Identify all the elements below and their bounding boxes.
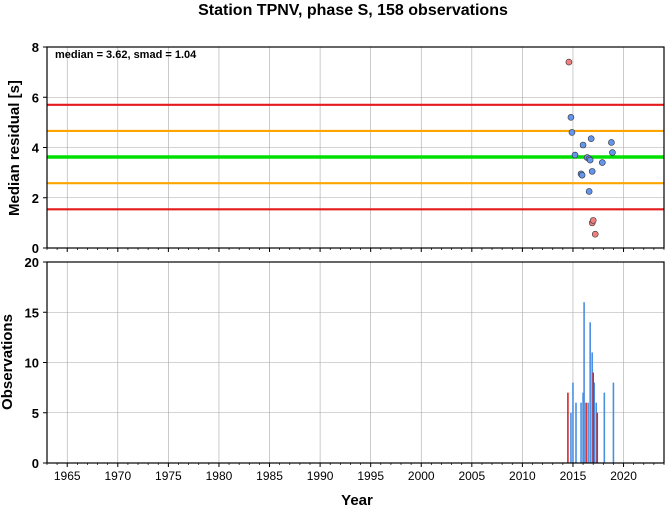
observation-bar-0-11 <box>603 392 606 463</box>
top-y-axis-label: Median residual [s] <box>6 80 23 216</box>
residual-point-0-10 <box>587 135 595 143</box>
observation-bar-1-2 <box>592 372 594 463</box>
top-y-tick-label-8: 8 <box>32 40 39 55</box>
x-tick-label-1990: 1990 <box>307 469 334 483</box>
observation-bar-1-0 <box>567 392 569 463</box>
observation-bar-0-1 <box>572 382 574 463</box>
observation-bar-0-10 <box>595 402 598 463</box>
bottom-y-axis-label: Observations <box>0 314 16 410</box>
residual-point-0-1 <box>568 129 576 136</box>
x-tick-label-2005: 2005 <box>458 469 485 483</box>
bottom-panel: 0 5 10 15 20 1965 1970 1975 1980 1985 1990 1995 200… <box>0 255 665 509</box>
observation-bar-0-8 <box>591 352 593 463</box>
residual-point-0-4 <box>578 171 586 179</box>
bottom-y-tick-label-10: 10 <box>25 356 39 371</box>
observation-bar-0-0 <box>570 412 572 463</box>
x-tick-label-2020: 2020 <box>610 469 637 483</box>
residual-point-0-8 <box>586 156 594 164</box>
observation-bar-1-3 <box>596 412 599 463</box>
bottom-y-tick-label-5: 5 <box>32 406 39 421</box>
observation-bar-0-3 <box>580 402 582 463</box>
x-tick-label-1975: 1975 <box>155 469 182 483</box>
observation-bar-0-4 <box>582 392 584 463</box>
observation-bar-0-7 <box>589 322 591 463</box>
observation-bar-0-9 <box>593 382 596 463</box>
bottom-y-tick-label-15: 15 <box>25 305 39 320</box>
top-y-tick-label-6: 6 <box>32 90 39 105</box>
bottom-y-tick-label-20: 20 <box>25 255 39 270</box>
observation-bar-0-6 <box>587 402 589 463</box>
residual-point-1-0 <box>565 58 573 66</box>
x-axis-label: Year <box>341 492 373 509</box>
residual-point-0-11 <box>588 168 596 175</box>
residual-point-0-5 <box>579 141 587 149</box>
chart-title: Station TPNV, phase S, 158 observations <box>198 2 508 19</box>
x-tick-label-1995: 1995 <box>357 469 384 483</box>
x-tick-label-1985: 1985 <box>256 469 283 483</box>
top-y-tick-label-0: 0 <box>32 241 39 256</box>
residual-point-0-12 <box>598 159 606 166</box>
top-y-tick-label-2: 2 <box>32 191 39 206</box>
residual-point-0-9 <box>585 188 593 195</box>
top-panel: 0 2 4 6 8 median = 3.62, smad = 1.04 Median … <box>6 40 665 256</box>
x-tick-label-1980: 1980 <box>206 469 233 483</box>
observation-bar-0-12 <box>612 382 615 463</box>
x-tick-label-1970: 1970 <box>104 469 131 483</box>
observation-bar-0-2 <box>575 402 577 463</box>
residual-point-0-13 <box>609 149 616 156</box>
residual-point-1-3 <box>591 230 599 238</box>
observation-bar-1-1 <box>585 402 587 463</box>
x-tick-label-2010: 2010 <box>509 469 536 483</box>
observation-bar-0-5 <box>583 302 585 463</box>
x-tick-label-1965: 1965 <box>54 469 81 483</box>
bottom-y-tick-label-0: 0 <box>32 456 39 471</box>
residual-point-0-14 <box>608 139 615 146</box>
residual-point-1-2 <box>589 217 597 224</box>
x-tick-label-2000: 2000 <box>408 469 435 483</box>
residual-point-0-0 <box>567 114 575 121</box>
stats-annotation: median = 3.62, smad = 1.04 <box>55 49 197 61</box>
top-y-tick-label-4: 4 <box>32 141 40 156</box>
residual-point-0-2 <box>571 151 579 159</box>
x-tick-label-2015: 2015 <box>560 469 587 483</box>
